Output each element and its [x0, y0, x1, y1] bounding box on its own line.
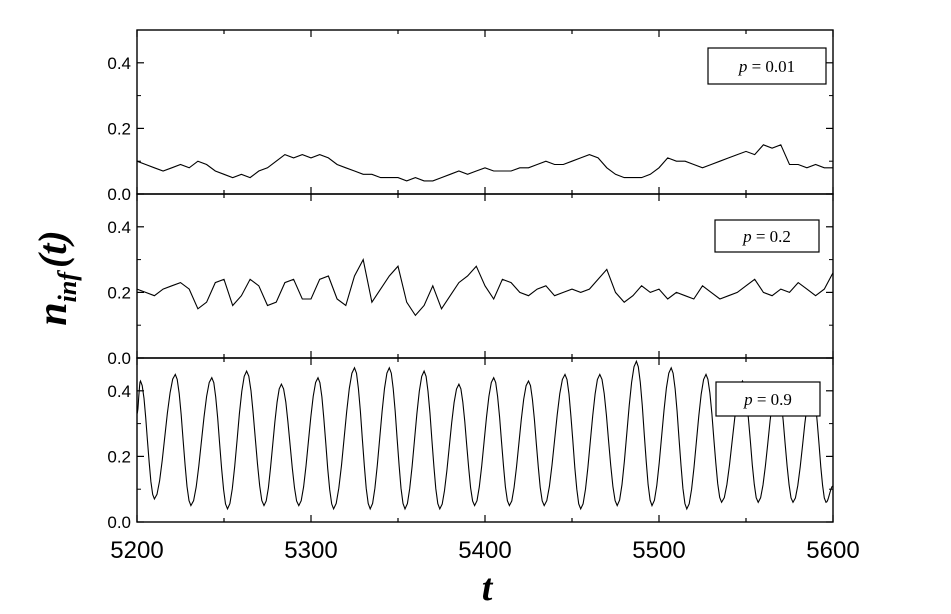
legend-value: = 0.2	[752, 227, 791, 246]
legend-label: p = 0.9	[743, 390, 792, 409]
legend-box	[707, 47, 827, 85]
legend-label: p = 0.2	[742, 227, 791, 246]
legend-var: p	[743, 390, 753, 409]
y-axis-title: ninf(t)	[30, 230, 82, 325]
panel-frame	[136, 193, 834, 359]
legend-box	[715, 381, 821, 417]
legend-label: p = 0.01	[738, 57, 795, 76]
y-axis-title-arg: (t)	[30, 230, 75, 268]
y-tick-label: 0.2	[107, 119, 131, 138]
series-line	[136, 359, 834, 511]
legend-value: = 0.01	[747, 57, 795, 76]
panel-3: 0.0 0.2 0.4 p = 0.9	[107, 357, 834, 532]
legend-var: p	[738, 57, 748, 76]
x-axis-title: t	[482, 567, 494, 609]
legend-value: = 0.9	[753, 390, 792, 409]
y-tick-label: 0.2	[107, 447, 131, 466]
y-axis-title-main: n	[30, 302, 76, 325]
x-tick-label: 5400	[458, 537, 511, 564]
y-tick-label: 0.0	[107, 349, 131, 368]
legend-var: p	[742, 227, 752, 246]
panel-2: 0.0 0.2 0.4 p = 0.2	[107, 193, 834, 368]
x-tick-label: 5600	[806, 537, 859, 564]
x-axis: 5200 5300 5400 5500 5600	[110, 537, 859, 564]
y-tick-label: 0.4	[107, 54, 131, 73]
series-line	[136, 257, 834, 317]
y-tick-label: 0.2	[107, 283, 131, 302]
legend-box	[714, 219, 820, 253]
x-tick-label: 5500	[632, 537, 685, 564]
panels-group: 0.00.20.4 p = 0.010.00.20.4 p = 0.20.00.20…	[107, 29, 834, 532]
y-tick-label: 0.4	[107, 218, 131, 237]
y-tick-label: 0.4	[107, 382, 131, 401]
x-tick-label: 5300	[284, 537, 337, 564]
y-tick-label: 0.0	[107, 513, 131, 532]
x-tick-label: 5200	[110, 537, 163, 564]
y-tick-label: 0.0	[107, 185, 131, 204]
panel-1: 0.0 0.2 0.4 p = 0.01	[107, 29, 834, 204]
series-line	[136, 144, 833, 182]
y-axis-title-sub: inf	[53, 270, 82, 303]
